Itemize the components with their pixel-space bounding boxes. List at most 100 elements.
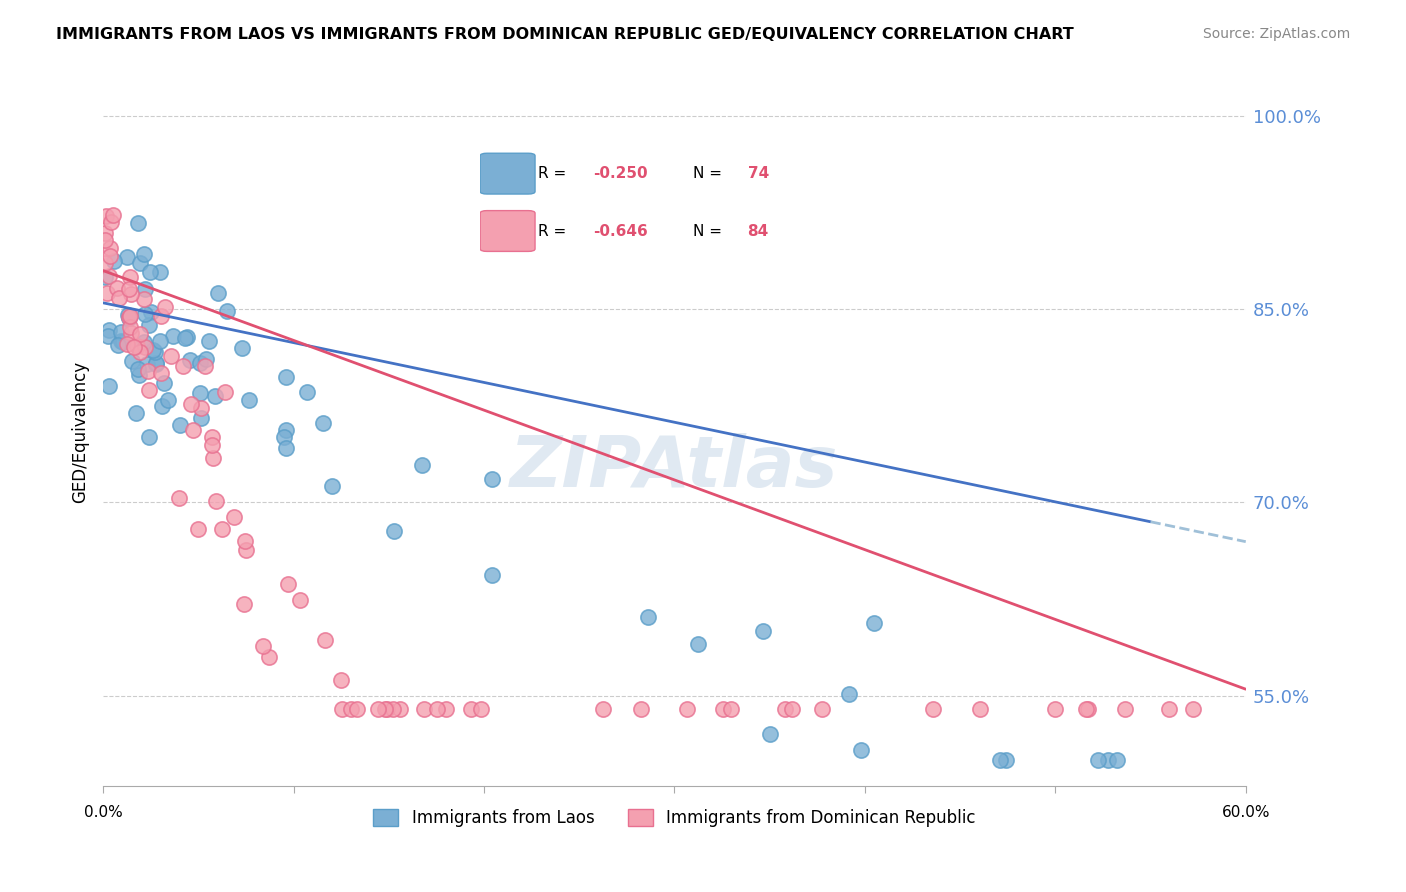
Immigrants from Laos [169, 417, 191, 432]
Immigrants from Dominican Republic [630, 701, 652, 715]
Immigrants from Dominican Republic [367, 701, 389, 715]
Immigrants from Dominican Republic [136, 364, 159, 378]
Immigrants from Laos [118, 311, 141, 326]
Immigrants from Dominican Republic [375, 701, 398, 715]
Legend: Immigrants from Laos, Immigrants from Dominican Republic: Immigrants from Laos, Immigrants from Do… [367, 803, 983, 834]
Immigrants from Dominican Republic [1043, 701, 1066, 715]
Immigrants from Laos [321, 478, 343, 492]
Immigrants from Laos [382, 524, 405, 538]
Immigrants from Laos [98, 323, 121, 337]
Immigrants from Dominican Republic [314, 632, 336, 647]
Immigrants from Laos [758, 727, 780, 741]
Immigrants from Laos [273, 430, 295, 444]
Immigrants from Dominican Republic [94, 256, 117, 270]
Immigrants from Dominican Republic [1076, 701, 1098, 715]
Immigrants from Dominican Republic [118, 310, 141, 325]
Text: Source: ZipAtlas.com: Source: ZipAtlas.com [1202, 27, 1350, 41]
Immigrants from Dominican Republic [592, 701, 614, 715]
Immigrants from Dominican Republic [97, 268, 120, 283]
Immigrants from Laos [97, 328, 120, 343]
Immigrants from Laos [176, 329, 198, 343]
Immigrants from Laos [148, 334, 170, 349]
Immigrants from Laos [117, 309, 139, 323]
Immigrants from Laos [141, 304, 163, 318]
Immigrants from Dominican Republic [105, 281, 128, 295]
Immigrants from Dominican Republic [132, 293, 155, 307]
Immigrants from Dominican Republic [96, 286, 118, 301]
Immigrants from Dominican Republic [470, 701, 492, 715]
Immigrants from Dominican Republic [257, 650, 280, 665]
Immigrants from Laos [198, 334, 221, 349]
Text: 60.0%: 60.0% [1222, 805, 1270, 820]
Immigrants from Dominican Republic [775, 701, 797, 715]
Immigrants from Laos [128, 368, 150, 382]
Immigrants from Laos [179, 353, 201, 368]
Immigrants from Laos [238, 392, 260, 407]
Immigrants from Laos [217, 304, 239, 318]
Text: ZIPAtlas: ZIPAtlas [510, 433, 839, 501]
Immigrants from Dominican Republic [125, 339, 148, 353]
Immigrants from Laos [136, 357, 159, 371]
Immigrants from Laos [173, 331, 195, 345]
Immigrants from Laos [138, 318, 160, 333]
Immigrants from Dominican Republic [413, 701, 436, 715]
Immigrants from Laos [97, 379, 120, 393]
Immigrants from Laos [274, 423, 297, 437]
Immigrants from Laos [862, 615, 884, 630]
Immigrants from Dominican Republic [214, 384, 236, 399]
Immigrants from Laos [142, 343, 165, 357]
Immigrants from Dominican Republic [167, 491, 190, 506]
Immigrants from Dominican Republic [100, 215, 122, 229]
Text: IMMIGRANTS FROM LAOS VS IMMIGRANTS FROM DOMINICAN REPUBLIC GED/EQUIVALENCY CORRE: IMMIGRANTS FROM LAOS VS IMMIGRANTS FROM … [56, 27, 1074, 42]
Immigrants from Dominican Republic [98, 241, 121, 255]
Immigrants from Laos [1107, 753, 1129, 767]
Immigrants from Dominican Republic [149, 310, 172, 324]
Immigrants from Dominican Republic [969, 701, 991, 715]
Immigrants from Dominican Republic [277, 577, 299, 591]
Immigrants from Dominican Republic [200, 430, 222, 444]
Immigrants from Dominican Republic [922, 701, 945, 715]
Immigrants from Dominican Republic [290, 592, 312, 607]
Immigrants from Dominican Republic [150, 366, 173, 380]
Immigrants from Laos [125, 406, 148, 420]
Immigrants from Laos [150, 399, 173, 413]
Immigrants from Laos [134, 308, 156, 322]
Immigrants from Laos [312, 416, 335, 430]
Immigrants from Dominican Republic [134, 340, 156, 354]
Immigrants from Dominican Republic [340, 701, 363, 715]
Immigrants from Laos [94, 270, 117, 285]
Immigrants from Dominican Republic [676, 701, 699, 715]
Immigrants from Dominican Republic [330, 673, 353, 687]
Immigrants from Laos [188, 386, 211, 401]
Immigrants from Laos [481, 568, 503, 582]
Immigrants from Laos [110, 325, 132, 339]
Immigrants from Dominican Republic [115, 337, 138, 351]
Immigrants from Dominican Republic [155, 300, 177, 314]
Immigrants from Laos [988, 753, 1011, 767]
Immigrants from Laos [751, 624, 773, 639]
Immigrants from Dominican Republic [94, 226, 117, 240]
Immigrants from Laos [411, 458, 433, 473]
Immigrants from Dominican Republic [388, 701, 411, 715]
Immigrants from Dominican Republic [120, 286, 142, 301]
Immigrants from Dominican Republic [252, 640, 274, 654]
Immigrants from Dominican Republic [120, 320, 142, 334]
Immigrants from Dominican Republic [720, 701, 742, 715]
Immigrants from Laos [110, 334, 132, 349]
Immigrants from Laos [152, 376, 174, 391]
Immigrants from Laos [1087, 753, 1109, 767]
Immigrants from Dominican Republic [120, 326, 142, 340]
Immigrants from Laos [156, 392, 179, 407]
Immigrants from Laos [107, 337, 129, 351]
Immigrants from Laos [207, 286, 229, 301]
Immigrants from Laos [134, 282, 156, 296]
Immigrants from Dominican Republic [1157, 701, 1180, 715]
Immigrants from Dominican Republic [128, 344, 150, 359]
Immigrants from Laos [132, 247, 155, 261]
Immigrants from Dominican Republic [181, 423, 204, 437]
Immigrants from Laos [143, 345, 166, 359]
Immigrants from Dominican Republic [98, 248, 121, 262]
Immigrants from Laos [138, 430, 160, 444]
Immigrants from Dominican Republic [233, 597, 256, 611]
Immigrants from Laos [190, 410, 212, 425]
